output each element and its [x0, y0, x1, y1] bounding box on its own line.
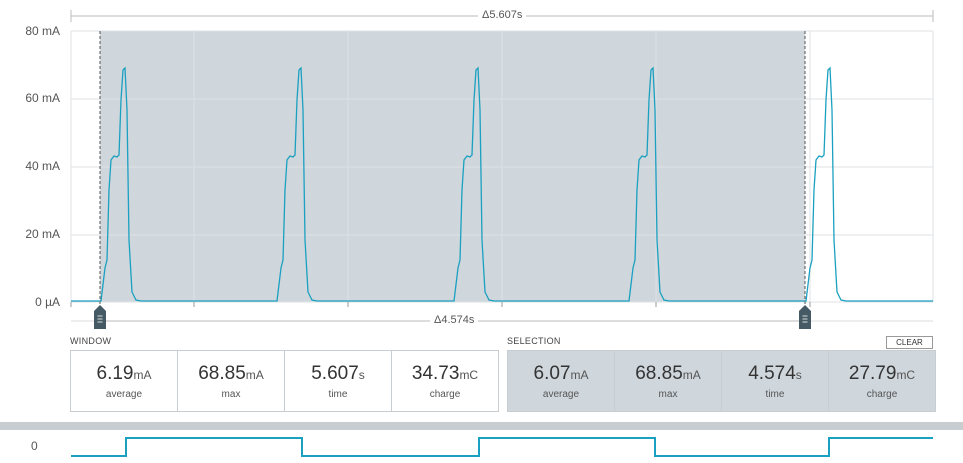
- window-delta-label: Δ5.607s: [478, 9, 527, 21]
- clear-selection-button[interactable]: CLEAR: [886, 336, 933, 349]
- stat-unit: mA: [570, 367, 589, 382]
- y-tick-label: 20 mA: [25, 227, 60, 241]
- stat-unit: s: [795, 367, 802, 382]
- stat-label: average: [105, 388, 143, 400]
- selection-start-handle[interactable]: [94, 305, 106, 329]
- stat-value: 27.79: [848, 362, 897, 384]
- selection-header: SELECTION: [507, 336, 561, 346]
- stat-label: max: [658, 388, 678, 400]
- stat-label: charge: [429, 388, 461, 400]
- x-axis-ticks: [70, 302, 811, 307]
- window-stats: WINDOW 6.19mA average 68.85mA max 5.607s…: [70, 336, 499, 412]
- y-tick-label: 40 mA: [25, 159, 60, 173]
- stat-value: 34.73: [411, 362, 460, 384]
- window-max: 68.85mA max: [178, 351, 285, 411]
- window-time: 5.607s time: [285, 351, 392, 411]
- current-trace: [71, 66, 933, 302]
- stat-value: 68.85: [198, 362, 246, 384]
- window-charge: 34.73mC charge: [392, 351, 498, 411]
- selection-max: 68.85mA max: [615, 351, 722, 411]
- y-tick-label: 80 mA: [25, 24, 60, 38]
- digital-trace: [71, 437, 933, 457]
- stat-label: average: [542, 388, 580, 400]
- stat-unit: s: [358, 367, 365, 382]
- selection-time: 4.574s time: [722, 351, 829, 411]
- digital-channel-label: 0: [31, 439, 38, 453]
- stat-label: time: [328, 388, 348, 400]
- stat-unit: mC: [896, 367, 916, 382]
- window-header: WINDOW: [70, 336, 112, 346]
- stat-label: max: [221, 388, 241, 400]
- current-plot[interactable]: [0, 0, 963, 335]
- stat-value: 5.607: [311, 362, 359, 384]
- selection-average: 6.07mA average: [508, 351, 615, 411]
- stat-unit: mA: [133, 367, 152, 382]
- selection-delta-label: Δ4.574s: [430, 314, 479, 326]
- selection-charge: 27.79mC charge: [829, 351, 935, 411]
- window-average: 6.19mA average: [71, 351, 178, 411]
- stat-unit: mA: [245, 367, 264, 382]
- stat-value: 4.574: [748, 362, 796, 384]
- stat-value: 68.85: [635, 362, 683, 384]
- digital-separator: [0, 422, 963, 430]
- selection-stats: SELECTION 6.07mA average 68.85mA max 4.5…: [507, 336, 936, 412]
- stat-unit: mA: [682, 367, 701, 382]
- y-tick-label: 60 mA: [25, 91, 60, 105]
- y-tick-label: 0 µA: [35, 295, 60, 309]
- selection-end-handle[interactable]: [799, 305, 811, 329]
- stat-label: time: [765, 388, 785, 400]
- stat-unit: mC: [459, 367, 479, 382]
- stat-label: charge: [866, 388, 898, 400]
- stat-value: 6.19: [96, 362, 134, 384]
- stat-value: 6.07: [533, 362, 571, 384]
